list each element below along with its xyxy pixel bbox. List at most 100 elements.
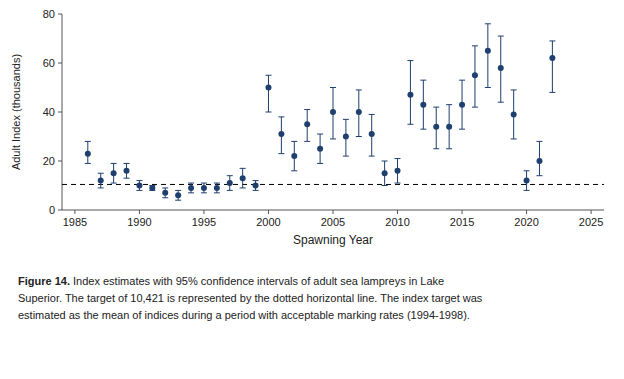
error-bar [536, 141, 542, 175]
error-bar-cap [536, 141, 542, 142]
error-bar [162, 188, 168, 198]
error-bar-cap [356, 89, 362, 90]
error-bar-cap [498, 102, 504, 103]
y-tick-label: 0 [49, 204, 55, 216]
error-bar [382, 161, 388, 186]
point [511, 111, 517, 117]
error-bar [498, 36, 504, 102]
point [433, 124, 439, 130]
error-bar-cap [175, 200, 181, 201]
point [253, 183, 259, 189]
point [85, 151, 91, 157]
point [304, 121, 310, 127]
point [382, 170, 388, 176]
caption-line: Superior. The target of 10,421 is repres… [18, 292, 483, 304]
error-bar-cap [291, 170, 297, 171]
caption-bold: Figure 14. [18, 275, 70, 287]
error-bar-cap [549, 92, 555, 93]
error-bar [369, 114, 375, 156]
error-bar [175, 190, 181, 200]
point [407, 92, 413, 98]
x-tick [397, 210, 398, 214]
x-tick-label: 1985 [63, 216, 87, 228]
x-tick [139, 210, 140, 214]
error-bar [485, 24, 491, 88]
y-tick [58, 161, 62, 162]
error-bar [524, 171, 530, 191]
error-bar-cap [485, 87, 491, 88]
point [343, 134, 349, 140]
error-bar [265, 75, 271, 112]
error-bar-cap [201, 192, 207, 193]
error-bar-cap [511, 138, 517, 139]
error-bar-cap [459, 80, 465, 81]
error-bar-cap [175, 190, 181, 191]
error-bar-cap [317, 163, 323, 164]
error-bar-cap [446, 148, 452, 149]
point [498, 65, 504, 71]
point [278, 131, 284, 137]
error-bar-cap [253, 180, 259, 181]
error-bar-cap [330, 138, 336, 139]
point [459, 102, 465, 108]
error-bar-cap [136, 190, 142, 191]
error-bar-cap [240, 187, 246, 188]
x-tick [462, 210, 463, 214]
x-tick-label: 2025 [579, 216, 603, 228]
caption-line: Figure 14. Index estimates with 95% conf… [18, 275, 444, 287]
error-bar-cap [356, 136, 362, 137]
error-bar-cap [511, 89, 517, 90]
error-bar-cap [407, 124, 413, 125]
error-bar [98, 173, 104, 188]
error-bar-cap [498, 36, 504, 37]
y-tick [58, 210, 62, 211]
error-bar-cap [240, 168, 246, 169]
plot-marks [62, 24, 604, 200]
error-bar-cap [265, 75, 271, 76]
error-bar-cap [188, 183, 194, 184]
error-bar [330, 88, 336, 139]
error-bar [111, 163, 117, 183]
point [111, 170, 117, 176]
point [485, 48, 491, 54]
point [524, 178, 530, 184]
x-tick [74, 210, 75, 214]
error-bar-cap [420, 80, 426, 81]
x-tick [333, 210, 334, 214]
error-bar [227, 176, 233, 191]
error-bar-cap [265, 112, 271, 113]
error-bar [124, 163, 130, 178]
point [356, 109, 362, 115]
error-bar-cap [549, 40, 555, 41]
error-bar-stem [268, 75, 269, 112]
error-bar-cap [317, 134, 323, 135]
error-bar [420, 80, 426, 129]
point [549, 55, 555, 61]
y-tick-label: 60 [43, 57, 55, 69]
error-bar [291, 141, 297, 170]
error-bar-cap [343, 119, 349, 120]
error-bar [395, 159, 401, 184]
error-bar [343, 119, 349, 156]
x-tick [268, 210, 269, 214]
error-bar-cap [524, 190, 530, 191]
y-tick [58, 63, 62, 64]
y-tick-label: 20 [43, 155, 55, 167]
error-bar-cap [124, 178, 130, 179]
error-bar [85, 141, 91, 163]
error-bar [278, 117, 284, 154]
error-bar-cap [433, 148, 439, 149]
point [175, 192, 181, 198]
error-bar-cap [472, 107, 478, 108]
error-bar-cap [162, 187, 168, 188]
error-bar-cap [98, 173, 104, 174]
x-tick-label: 2015 [450, 216, 474, 228]
error-bar-cap [253, 190, 259, 191]
y-tick [58, 14, 62, 15]
point [330, 109, 336, 115]
point [420, 102, 426, 108]
error-bar-cap [227, 175, 233, 176]
point [395, 168, 401, 174]
error-bar-cap [369, 114, 375, 115]
error-bar-cap [136, 180, 142, 181]
